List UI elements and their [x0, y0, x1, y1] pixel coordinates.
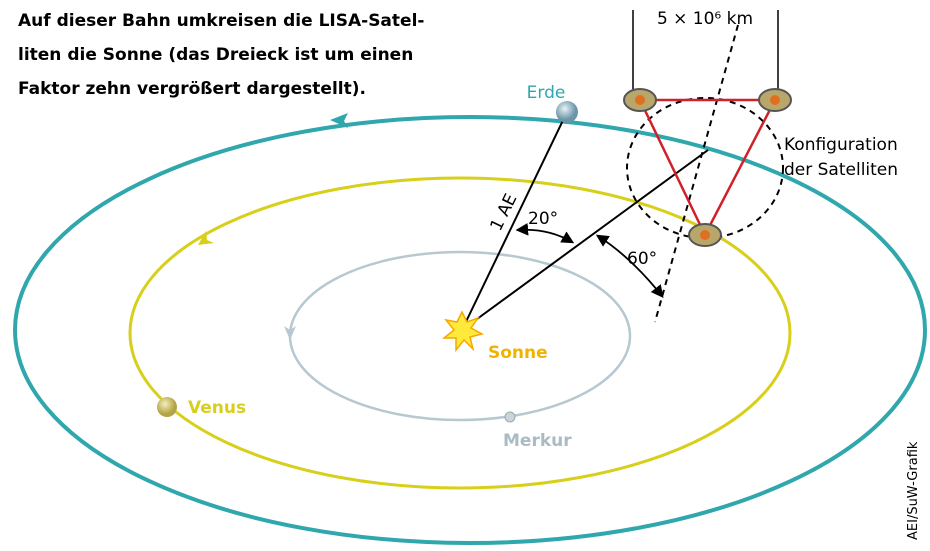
satellite	[759, 89, 791, 111]
venus-label: Venus	[188, 398, 246, 418]
title-line: liten die Sonne (das Dreieck ist um eine…	[18, 45, 413, 65]
angle-label: 60°	[627, 249, 657, 269]
venus	[157, 397, 177, 417]
diagram: Auf dieser Bahn umkreisen die LISA-Satel…	[0, 0, 930, 551]
normal-line	[655, 25, 738, 322]
angle-arc	[518, 230, 572, 242]
config-label: Konfiguration	[784, 135, 898, 155]
satellite	[624, 89, 656, 111]
earth	[556, 101, 578, 123]
au-label: 1 AE	[487, 191, 522, 234]
satellite	[689, 224, 721, 246]
mercury	[505, 412, 515, 422]
sun-label: Sonne	[488, 343, 548, 363]
earth-label: Erde	[527, 83, 566, 103]
lisa-triangle	[640, 100, 775, 235]
mercury-label: Merkur	[503, 431, 572, 451]
title-line: Auf dieser Bahn umkreisen die LISA-Satel…	[18, 11, 424, 31]
angle-label: 20°	[528, 209, 558, 229]
credit: AEI/SuW-Grafik	[906, 441, 921, 540]
distance-label: 5 × 10⁶ km	[657, 9, 753, 29]
config-label: der Satelliten	[784, 160, 898, 180]
sun	[444, 312, 482, 350]
config-line	[462, 150, 708, 330]
title-line: Faktor zehn vergrößert dargestellt).	[18, 79, 366, 99]
